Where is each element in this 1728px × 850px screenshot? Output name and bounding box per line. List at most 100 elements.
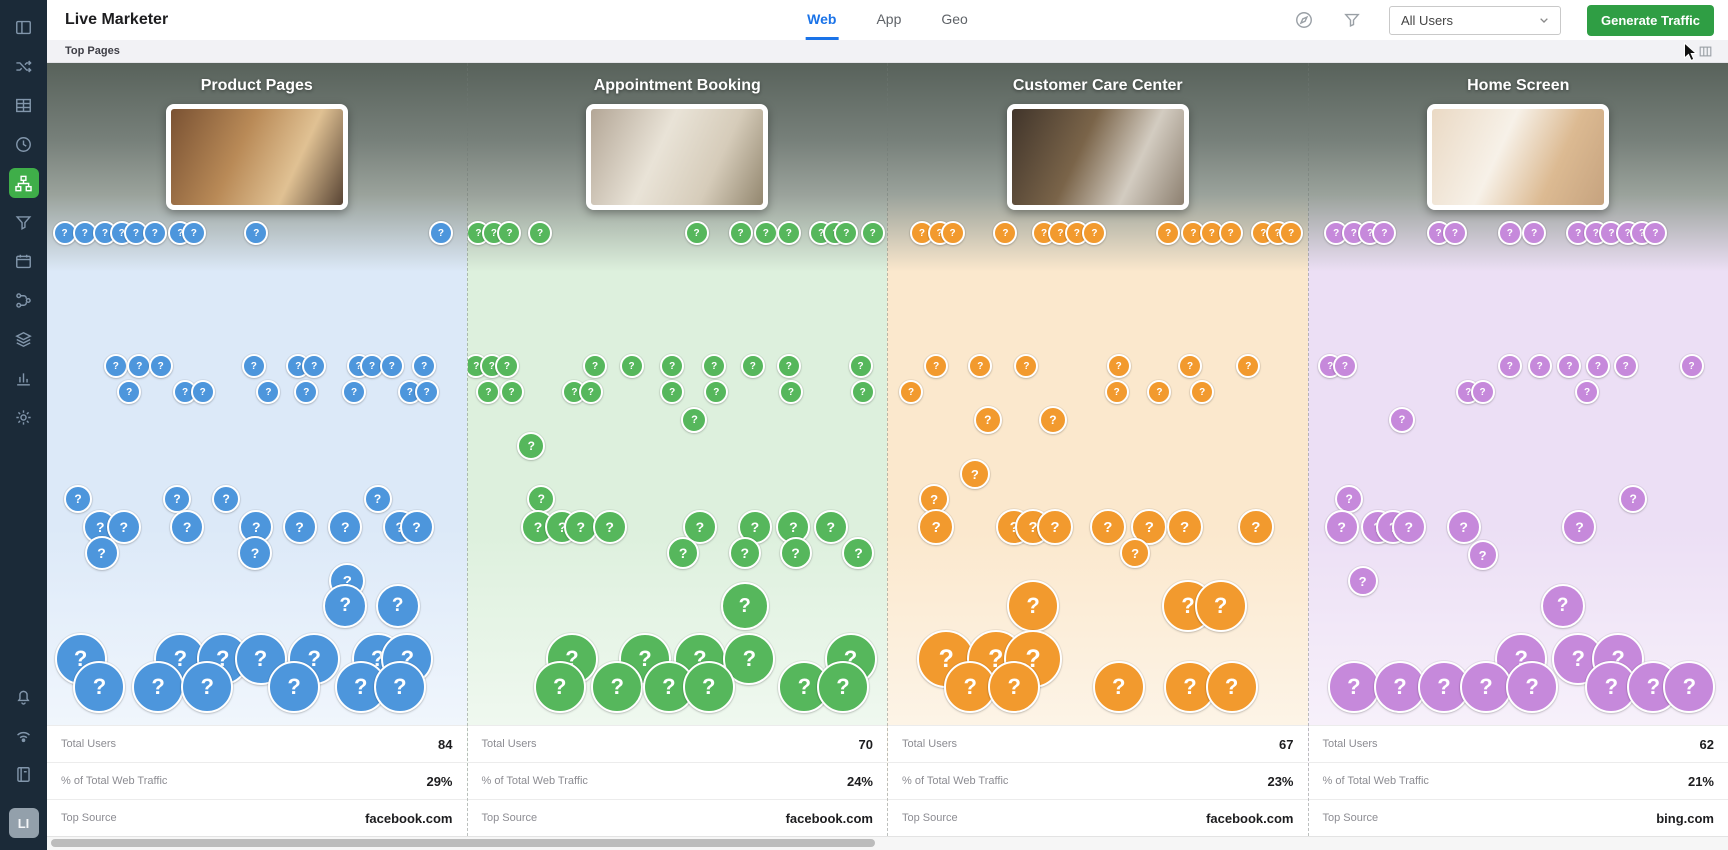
horizontal-scrollbar-thumb[interactable] xyxy=(51,839,875,847)
user-bubble[interactable]: ? xyxy=(234,633,287,685)
user-bubble[interactable]: ? xyxy=(294,380,319,404)
user-bubble[interactable]: ? xyxy=(973,406,1002,434)
tab-geo[interactable]: Geo xyxy=(941,10,968,27)
user-bubble[interactable]: ? xyxy=(1417,661,1470,713)
user-bubble[interactable]: ? xyxy=(379,354,404,378)
user-bubble[interactable]: ? xyxy=(682,661,735,713)
sidebar-item-connectivity[interactable] xyxy=(9,720,39,750)
user-bubble[interactable]: ? xyxy=(944,661,997,713)
user-bubble[interactable]: ? xyxy=(1446,510,1481,544)
user-bubble[interactable]: ? xyxy=(323,584,368,628)
sidebar-item-directory[interactable] xyxy=(9,759,39,789)
user-bubble[interactable]: ? xyxy=(1467,540,1498,570)
user-bubble[interactable]: ? xyxy=(1347,566,1378,596)
user-bubble[interactable]: ? xyxy=(988,661,1041,713)
user-bubble[interactable]: ? xyxy=(834,221,859,245)
tab-app[interactable]: App xyxy=(876,10,902,27)
user-bubble[interactable]: ? xyxy=(1575,380,1600,404)
user-bubble[interactable]: ? xyxy=(776,221,801,245)
user-bubble[interactable]: ? xyxy=(238,536,273,570)
user-bubble[interactable]: ? xyxy=(1613,354,1638,378)
layout-columns-icon[interactable] xyxy=(1694,40,1716,62)
user-bubble[interactable]: ? xyxy=(1007,580,1060,632)
user-bubble[interactable]: ? xyxy=(776,354,801,378)
compass-icon[interactable] xyxy=(1293,9,1315,31)
user-bubble[interactable]: ? xyxy=(328,510,363,544)
user-bubble[interactable]: ? xyxy=(142,221,167,245)
user-bubble[interactable]: ? xyxy=(190,380,215,404)
user-bubble[interactable]: ? xyxy=(1036,509,1073,545)
sidebar-item-ab-testing[interactable] xyxy=(9,51,39,81)
user-bubble[interactable]: ? xyxy=(1324,510,1359,544)
user-bubble[interactable]: ? xyxy=(1178,354,1203,378)
user-bubble[interactable]: ? xyxy=(494,354,519,378)
user-bubble[interactable]: ? xyxy=(563,510,598,544)
user-bubble[interactable]: ? xyxy=(924,354,949,378)
generate-traffic-button[interactable]: Generate Traffic xyxy=(1587,4,1714,36)
user-bubble[interactable]: ? xyxy=(1156,221,1181,245)
user-bubble[interactable]: ? xyxy=(428,221,453,245)
user-bubble[interactable]: ? xyxy=(1540,584,1585,628)
user-bubble[interactable]: ? xyxy=(181,661,234,713)
user-bubble[interactable]: ? xyxy=(660,354,685,378)
user-bubble[interactable]: ? xyxy=(842,537,875,569)
user-bubble[interactable]: ? xyxy=(476,380,501,404)
sidebar-item-notifications[interactable] xyxy=(9,681,39,711)
user-bubble[interactable]: ? xyxy=(342,380,367,404)
user-bubble[interactable]: ? xyxy=(1147,380,1172,404)
user-bubble[interactable]: ? xyxy=(993,221,1018,245)
user-bubble[interactable]: ? xyxy=(533,661,586,713)
user-bubble[interactable]: ? xyxy=(1190,380,1215,404)
user-bubble[interactable]: ? xyxy=(1194,580,1247,632)
tab-web[interactable]: Web xyxy=(805,0,839,40)
user-bubble[interactable]: ? xyxy=(497,221,522,245)
user-bubble[interactable]: ? xyxy=(363,485,392,513)
user-bubble[interactable]: ? xyxy=(103,354,128,378)
user-bubble[interactable]: ? xyxy=(1585,354,1610,378)
user-bubble[interactable]: ? xyxy=(1327,661,1380,713)
user-bubble[interactable]: ? xyxy=(1335,485,1364,513)
user-bubble[interactable]: ? xyxy=(1164,661,1217,713)
user-bubble[interactable]: ? xyxy=(302,354,327,378)
user-bubble[interactable]: ? xyxy=(720,582,769,630)
user-bubble[interactable]: ? xyxy=(1372,221,1397,245)
user-bubble[interactable]: ? xyxy=(778,380,803,404)
user-bubble[interactable]: ? xyxy=(1166,509,1203,545)
sidebar-item-journeys[interactable] xyxy=(8,168,39,198)
user-bubble[interactable]: ? xyxy=(414,380,439,404)
user-bubble[interactable]: ? xyxy=(1663,661,1716,713)
user-bubble[interactable]: ? xyxy=(1332,354,1357,378)
user-bubble[interactable]: ? xyxy=(740,354,765,378)
user-bubble[interactable]: ? xyxy=(1237,509,1274,545)
user-bubble[interactable]: ? xyxy=(117,380,142,404)
sidebar-item-analytics[interactable] xyxy=(9,363,39,393)
user-bubble[interactable]: ? xyxy=(212,485,241,513)
user-bubble[interactable]: ? xyxy=(684,221,709,245)
user-bubble[interactable]: ? xyxy=(1092,661,1145,713)
user-bubble[interactable]: ? xyxy=(728,537,761,569)
user-bubble[interactable]: ? xyxy=(813,510,848,544)
user-bubble[interactable]: ? xyxy=(1236,354,1261,378)
user-bubble[interactable]: ? xyxy=(1562,510,1597,544)
user-bubble[interactable]: ? xyxy=(1643,221,1668,245)
user-bubble[interactable]: ? xyxy=(527,485,556,513)
user-bubble[interactable]: ? xyxy=(1106,354,1131,378)
user-bubble[interactable]: ? xyxy=(583,354,608,378)
user-bubble[interactable]: ? xyxy=(132,661,185,713)
user-bubble[interactable]: ? xyxy=(1506,661,1559,713)
user-bubble[interactable]: ? xyxy=(1038,406,1067,434)
user-bubble[interactable]: ? xyxy=(667,537,700,569)
user-bubble[interactable]: ? xyxy=(1459,661,1512,713)
user-bubble[interactable]: ? xyxy=(702,354,727,378)
sidebar-item-realtime[interactable] xyxy=(9,129,39,159)
sidebar-item-layers[interactable] xyxy=(9,324,39,354)
user-bubble[interactable]: ? xyxy=(163,485,192,513)
user-bubble[interactable]: ? xyxy=(918,509,955,545)
user-bubble[interactable]: ? xyxy=(1497,221,1522,245)
user-bubble[interactable]: ? xyxy=(244,221,269,245)
user-bubble[interactable]: ? xyxy=(170,510,205,544)
user-bubble[interactable]: ? xyxy=(1014,354,1039,378)
user-bubble[interactable]: ? xyxy=(1442,221,1467,245)
user-bubble[interactable]: ? xyxy=(592,510,627,544)
user-bubble[interactable]: ? xyxy=(1679,354,1704,378)
